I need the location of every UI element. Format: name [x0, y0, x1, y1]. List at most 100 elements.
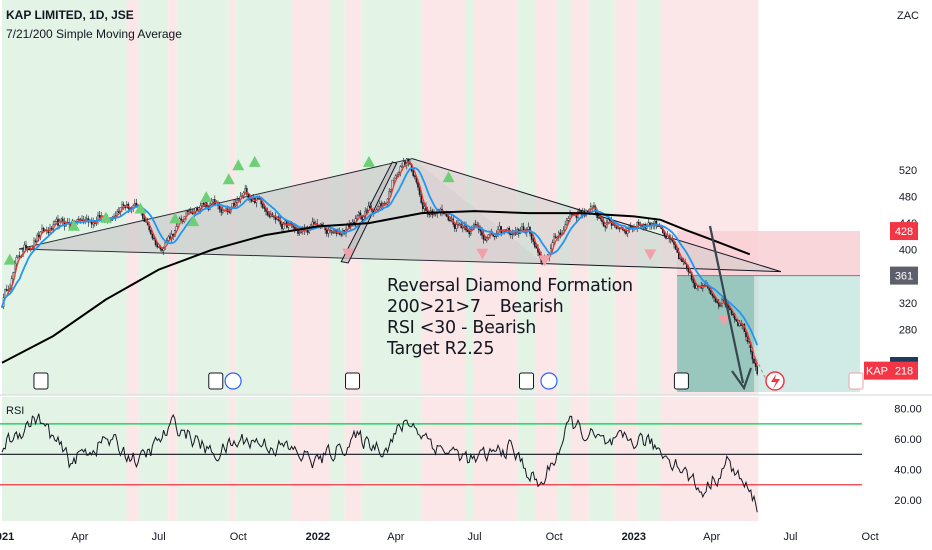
trend-zone-bull — [517, 0, 537, 395]
candle-body — [55, 218, 58, 222]
candle-body — [567, 218, 570, 221]
candle-body — [692, 279, 694, 284]
trend-zone-bull — [330, 0, 345, 395]
dividend-marker[interactable] — [540, 372, 558, 390]
candle-body — [294, 227, 296, 229]
buy-signal-marker — [248, 155, 261, 167]
trend-zone-bear — [344, 0, 362, 395]
candle-body — [161, 248, 163, 251]
rsi-zone-bull — [637, 397, 661, 521]
candle-body — [498, 226, 501, 230]
candle-body — [122, 204, 125, 206]
candle-body — [554, 236, 557, 238]
candle-body — [612, 224, 614, 226]
candle-body — [1, 306, 3, 308]
buy-signal-marker — [200, 191, 213, 203]
candle-body — [18, 255, 21, 257]
trend-zone-bear — [228, 0, 236, 395]
future-earnings-marker[interactable] — [848, 372, 864, 390]
candle-body — [689, 271, 691, 273]
candle-body — [575, 214, 578, 218]
entry-price-badge-text: 361 — [895, 271, 913, 283]
target-arrow-line — [708, 225, 745, 384]
candle-body — [17, 255, 19, 258]
earnings-marker[interactable] — [33, 372, 49, 390]
candle-body — [687, 267, 690, 273]
rsi-zone-bear — [570, 397, 589, 521]
buy-signal-marker — [169, 212, 182, 224]
candle-body — [422, 202, 424, 209]
candle-body — [149, 229, 152, 235]
buy-signal-marker — [134, 202, 147, 214]
candle-body — [15, 257, 18, 264]
diamond-shape[interactable] — [18, 158, 782, 273]
stop-price-badge-text: 428 — [895, 226, 913, 238]
candle-body — [54, 221, 56, 226]
rsi-line[interactable] — [1, 413, 758, 513]
candle-body — [194, 207, 197, 213]
earnings-marker[interactable] — [208, 372, 224, 390]
candle-body — [250, 199, 253, 202]
candle-body — [12, 272, 15, 279]
candle-body — [428, 213, 431, 216]
candle-body — [462, 227, 464, 229]
candle-body — [364, 210, 367, 218]
candle-body — [482, 235, 485, 240]
candle-body — [34, 240, 37, 242]
y-tick-label: 520 — [899, 165, 917, 177]
candle-body — [358, 212, 360, 217]
candle-body — [133, 202, 136, 206]
take-profit-zone[interactable] — [677, 275, 860, 392]
earnings-marker[interactable] — [518, 372, 534, 390]
sell-signal-marker — [538, 255, 551, 267]
earnings-marker[interactable] — [673, 372, 689, 390]
trend-zone-bull — [138, 0, 169, 395]
candle-body — [609, 219, 611, 222]
buy-signal-marker — [232, 159, 245, 171]
rsi-zone-bear — [344, 397, 362, 521]
annotation-line-1: Reversal Diamond Formation — [387, 276, 633, 296]
candle-body — [180, 218, 183, 220]
candle-body — [191, 212, 194, 214]
currency-label: ZAC — [897, 10, 919, 22]
rsi-zone-bear — [168, 397, 177, 521]
candle-body — [553, 236, 555, 243]
candle-body — [201, 202, 203, 206]
trend-zone-bull — [588, 0, 615, 395]
candle-body — [41, 227, 43, 233]
candle-body — [738, 323, 741, 326]
candle-body — [153, 237, 155, 240]
candle-body — [711, 293, 714, 297]
candle-body — [751, 351, 754, 360]
rsi-tick-label: 20.00 — [894, 495, 922, 507]
rsi-zone-bull — [517, 397, 537, 521]
candle-body — [143, 218, 146, 222]
candle-body — [38, 234, 40, 238]
candle-body — [610, 221, 613, 226]
rsi-tick-label: 60.00 — [894, 434, 922, 446]
dividend-marker[interactable] — [224, 372, 242, 390]
candle-body — [735, 319, 738, 321]
candle-body — [500, 226, 503, 234]
candle-body — [591, 205, 594, 207]
trend-zone-bear — [168, 0, 177, 395]
candle-body — [186, 210, 189, 212]
x-tick-label: Jul — [468, 531, 482, 543]
last-price-badge — [890, 361, 918, 380]
candle-body — [468, 231, 471, 235]
x-tick-label: 2023 — [622, 531, 646, 543]
candle-body — [5, 289, 8, 291]
rsi-zone-bull — [2, 397, 127, 521]
earnings-marker[interactable] — [345, 372, 361, 390]
rsi-zone-bull — [557, 397, 571, 521]
sma-21-line[interactable] — [1, 167, 759, 346]
candle-body — [212, 199, 215, 203]
candle-body — [511, 233, 514, 236]
sma-200-line[interactable] — [1, 210, 751, 364]
indicator-legend[interactable]: 7/21/200 Simple Moving Average — [6, 27, 182, 41]
candle-body — [414, 175, 416, 177]
x-tick-label: Jul — [152, 531, 166, 543]
candle-body — [638, 221, 640, 226]
candle-body — [244, 188, 247, 193]
